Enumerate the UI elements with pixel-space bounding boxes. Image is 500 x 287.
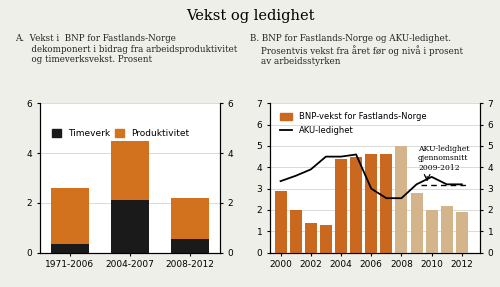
- Bar: [274, 191, 286, 253]
- Bar: [172, 198, 208, 239]
- Bar: [52, 188, 88, 244]
- Bar: [290, 210, 302, 253]
- Bar: [350, 157, 362, 253]
- Bar: [380, 154, 392, 253]
- Bar: [440, 206, 453, 253]
- Text: AKU-ledighet
gjennomsnitt
2009-2012: AKU-ledighet gjennomsnitt 2009-2012: [418, 145, 470, 172]
- Bar: [456, 212, 468, 253]
- Bar: [304, 223, 317, 253]
- Text: B. BNP for Fastlands-Norge og AKU-ledighet.
    Prosentvis vekst fra året før og: B. BNP for Fastlands-Norge og AKU-ledigh…: [250, 34, 463, 66]
- Bar: [112, 200, 148, 253]
- Text: A.  Vekst i  BNP for Fastlands-Norge
      dekomponert i bidrag fra arbeidsprodu: A. Vekst i BNP for Fastlands-Norge dekom…: [15, 34, 237, 64]
- Bar: [172, 239, 208, 253]
- Bar: [320, 225, 332, 253]
- Text: Vekst og ledighet: Vekst og ledighet: [186, 9, 314, 23]
- Bar: [52, 244, 88, 253]
- Bar: [112, 141, 148, 200]
- Legend: Timeverk, Produktivitet: Timeverk, Produktivitet: [48, 126, 193, 142]
- Bar: [365, 154, 378, 253]
- Legend: BNP-vekst for Fastlands-Norge, AKU-ledighet: BNP-vekst for Fastlands-Norge, AKU-ledig…: [276, 109, 430, 139]
- Bar: [335, 159, 347, 253]
- Bar: [410, 193, 422, 253]
- Bar: [396, 146, 407, 253]
- Bar: [426, 210, 438, 253]
